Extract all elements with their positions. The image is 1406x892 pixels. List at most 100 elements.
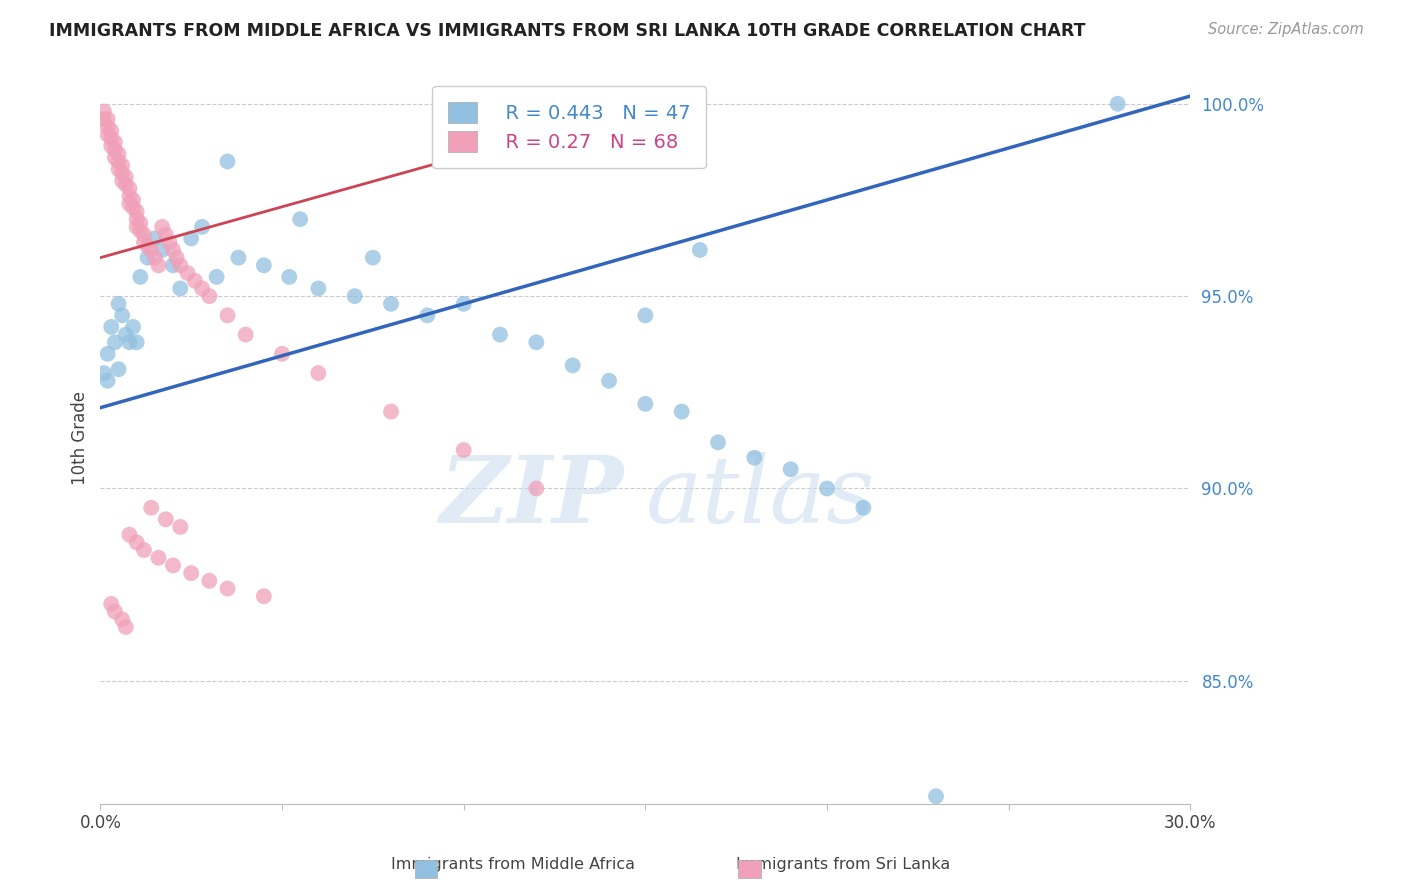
Point [343,289,366,303]
Point [107,362,129,376]
Point [122,201,145,215]
Point [132,235,155,250]
Point [93,104,115,119]
Point [129,269,152,284]
Point [180,231,202,245]
Point [100,124,122,138]
Point [380,297,402,311]
Point [925,789,948,804]
Point [107,162,129,177]
Y-axis label: 10th Grade: 10th Grade [72,392,89,485]
Point [148,550,170,565]
Point [162,243,184,257]
Point [111,174,134,188]
Point [205,269,228,284]
Point [129,224,152,238]
Point [228,251,250,265]
Point [97,128,120,142]
Text: ZIP: ZIP [439,452,623,542]
Point [278,269,301,284]
Point [453,297,475,311]
Point [132,543,155,558]
Point [97,347,120,361]
Point [93,366,115,380]
Point [271,347,294,361]
Point [107,154,129,169]
Text: Immigrants from Sri Lanka: Immigrants from Sri Lanka [737,857,950,872]
Point [162,558,184,573]
Point [155,512,177,526]
Point [118,527,141,541]
Point [489,327,512,342]
Point [136,251,159,265]
Point [184,274,207,288]
Point [707,435,730,450]
Point [118,335,141,350]
Point [107,297,129,311]
Point [634,397,657,411]
Point [671,404,693,418]
Point [107,146,129,161]
Point [416,309,439,323]
Point [125,212,148,227]
Point [100,319,122,334]
Point [561,359,583,373]
Point [97,374,120,388]
Point [198,574,221,588]
Point [217,582,239,596]
Point [162,258,184,272]
Point [166,251,188,265]
Point [129,216,152,230]
Point [148,258,170,272]
Point [136,239,159,253]
Legend:   R = 0.443   N = 47,   R = 0.27   N = 68: R = 0.443 N = 47, R = 0.27 N = 68 [432,87,706,168]
Point [104,135,127,149]
Point [141,500,163,515]
Point [114,169,136,184]
Point [150,219,173,234]
Point [744,450,766,465]
Point [143,251,166,265]
Point [114,178,136,192]
Point [815,482,838,496]
Point [361,251,384,265]
Point [253,258,276,272]
Point [290,212,312,227]
Point [253,589,276,603]
Point [235,327,257,342]
Point [169,258,191,272]
Point [100,139,122,153]
Point [191,281,214,295]
Point [524,335,547,350]
Point [125,204,148,219]
Point [191,219,214,234]
Point [122,319,145,334]
Point [169,281,191,295]
Point [104,143,127,157]
Point [524,482,547,496]
Point [132,227,155,242]
Point [111,158,134,172]
Point [380,404,402,418]
Point [93,112,115,127]
Point [97,112,120,127]
Point [307,366,329,380]
Point [150,243,173,257]
Point [198,289,221,303]
Point [176,266,198,280]
Text: atlas: atlas [645,452,875,542]
Point [598,374,620,388]
Point [100,131,122,145]
Point [155,227,177,242]
Point [125,535,148,549]
Point [180,566,202,581]
Point [125,335,148,350]
Point [852,500,875,515]
Point [104,605,127,619]
Point [143,231,166,245]
Point [111,612,134,626]
Text: Immigrants from Middle Africa: Immigrants from Middle Africa [391,857,636,872]
Point [307,281,329,295]
Point [157,235,180,250]
Point [122,193,145,207]
